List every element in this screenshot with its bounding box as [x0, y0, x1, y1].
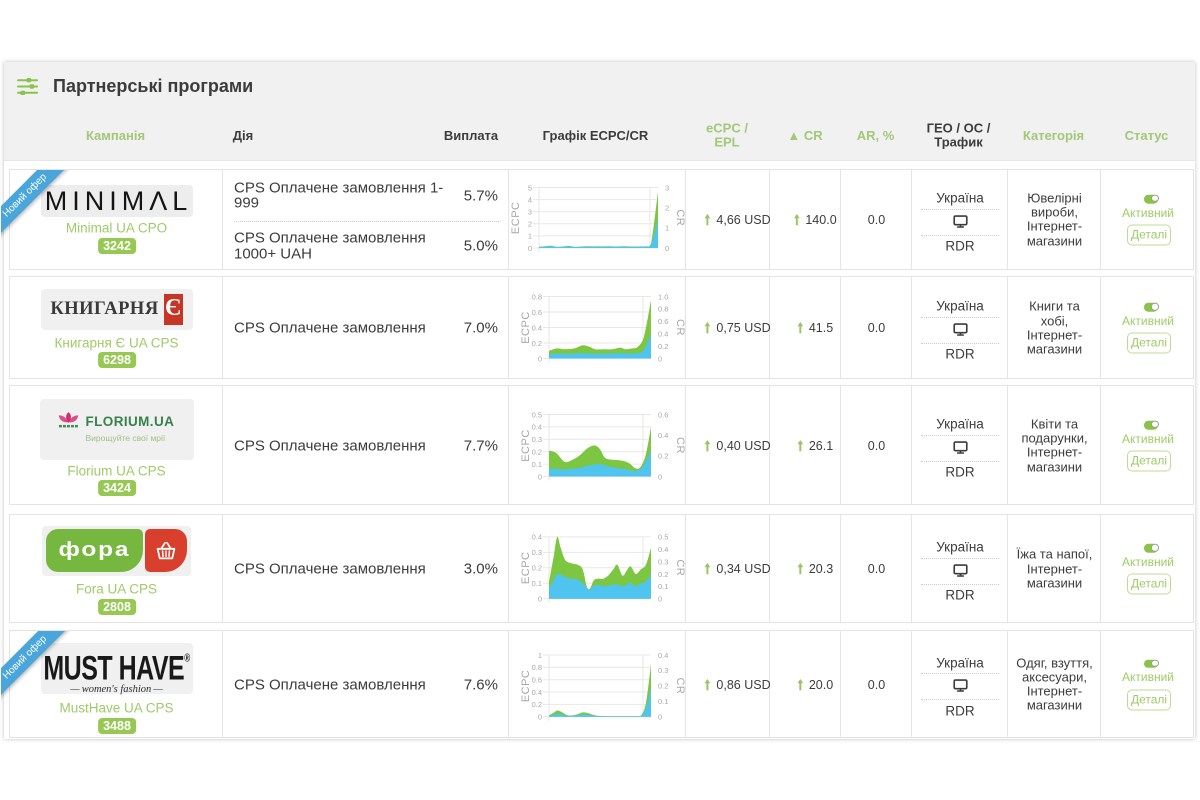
svg-text:0.3: 0.3 [532, 435, 542, 444]
svg-text:0.1: 0.1 [532, 579, 542, 588]
svg-text:0: 0 [658, 713, 662, 722]
svg-text:0.4: 0.4 [658, 545, 668, 554]
svg-text:3: 3 [665, 183, 669, 192]
svg-text:CR: CR [674, 677, 686, 694]
svg-text:0.8: 0.8 [532, 292, 542, 301]
svg-text:0.2: 0.2 [658, 569, 668, 578]
svg-text:0.3: 0.3 [658, 557, 668, 566]
svg-text:0.4: 0.4 [658, 329, 668, 338]
svg-text:0.3: 0.3 [532, 548, 542, 557]
svg-text:0.5: 0.5 [658, 532, 668, 541]
svg-text:0.4: 0.4 [532, 423, 542, 432]
svg-text:3: 3 [528, 207, 532, 216]
svg-text:0.4: 0.4 [658, 651, 668, 660]
svg-text:CR: CR [674, 319, 686, 336]
svg-text:0: 0 [658, 594, 662, 603]
svg-text:0.1: 0.1 [658, 697, 668, 706]
svg-text:2: 2 [528, 219, 532, 228]
svg-text:4: 4 [528, 195, 532, 204]
svg-text:ECPC: ECPC [510, 201, 522, 234]
svg-text:0.6: 0.6 [532, 307, 542, 316]
svg-text:0: 0 [538, 354, 542, 363]
svg-text:0.4: 0.4 [532, 688, 542, 697]
svg-text:0.6: 0.6 [658, 317, 668, 326]
svg-text:ECPC: ECPC [520, 670, 532, 703]
svg-text:0.2: 0.2 [658, 452, 668, 461]
svg-text:0.5: 0.5 [532, 410, 542, 419]
svg-text:1: 1 [538, 651, 542, 660]
svg-text:0.6: 0.6 [658, 410, 668, 419]
svg-text:0.2: 0.2 [532, 563, 542, 572]
svg-text:ECPC: ECPC [520, 429, 532, 462]
svg-text:1: 1 [528, 231, 532, 240]
svg-text:0.2: 0.2 [532, 700, 542, 709]
svg-text:0: 0 [658, 472, 662, 481]
svg-text:0.8: 0.8 [532, 663, 542, 672]
svg-text:0.4: 0.4 [532, 532, 542, 541]
svg-text:0: 0 [538, 472, 542, 481]
svg-text:0: 0 [538, 594, 542, 603]
svg-text:0.4: 0.4 [658, 431, 668, 440]
svg-text:0.4: 0.4 [532, 323, 542, 332]
svg-text:1: 1 [665, 223, 669, 232]
svg-text:5: 5 [528, 183, 532, 192]
svg-text:0.2: 0.2 [658, 341, 668, 350]
svg-text:0.1: 0.1 [658, 582, 668, 591]
svg-text:0.6: 0.6 [532, 676, 542, 685]
svg-text:0.8: 0.8 [658, 304, 668, 313]
svg-text:0.3: 0.3 [658, 666, 668, 675]
svg-text:0: 0 [665, 243, 669, 252]
svg-text:0: 0 [528, 243, 532, 252]
svg-text:CR: CR [674, 209, 686, 226]
svg-text:0: 0 [538, 713, 542, 722]
svg-text:0.2: 0.2 [532, 448, 542, 457]
svg-text:0.1: 0.1 [532, 460, 542, 469]
svg-text:0.2: 0.2 [658, 682, 668, 691]
svg-text:ECPC: ECPC [520, 551, 532, 584]
svg-text:CR: CR [674, 437, 686, 454]
svg-text:1.0: 1.0 [658, 292, 668, 301]
svg-text:0: 0 [658, 354, 662, 363]
svg-text:CR: CR [674, 559, 686, 576]
svg-text:2: 2 [665, 203, 669, 212]
svg-text:0.2: 0.2 [532, 338, 542, 347]
svg-text:ECPC: ECPC [520, 311, 532, 344]
